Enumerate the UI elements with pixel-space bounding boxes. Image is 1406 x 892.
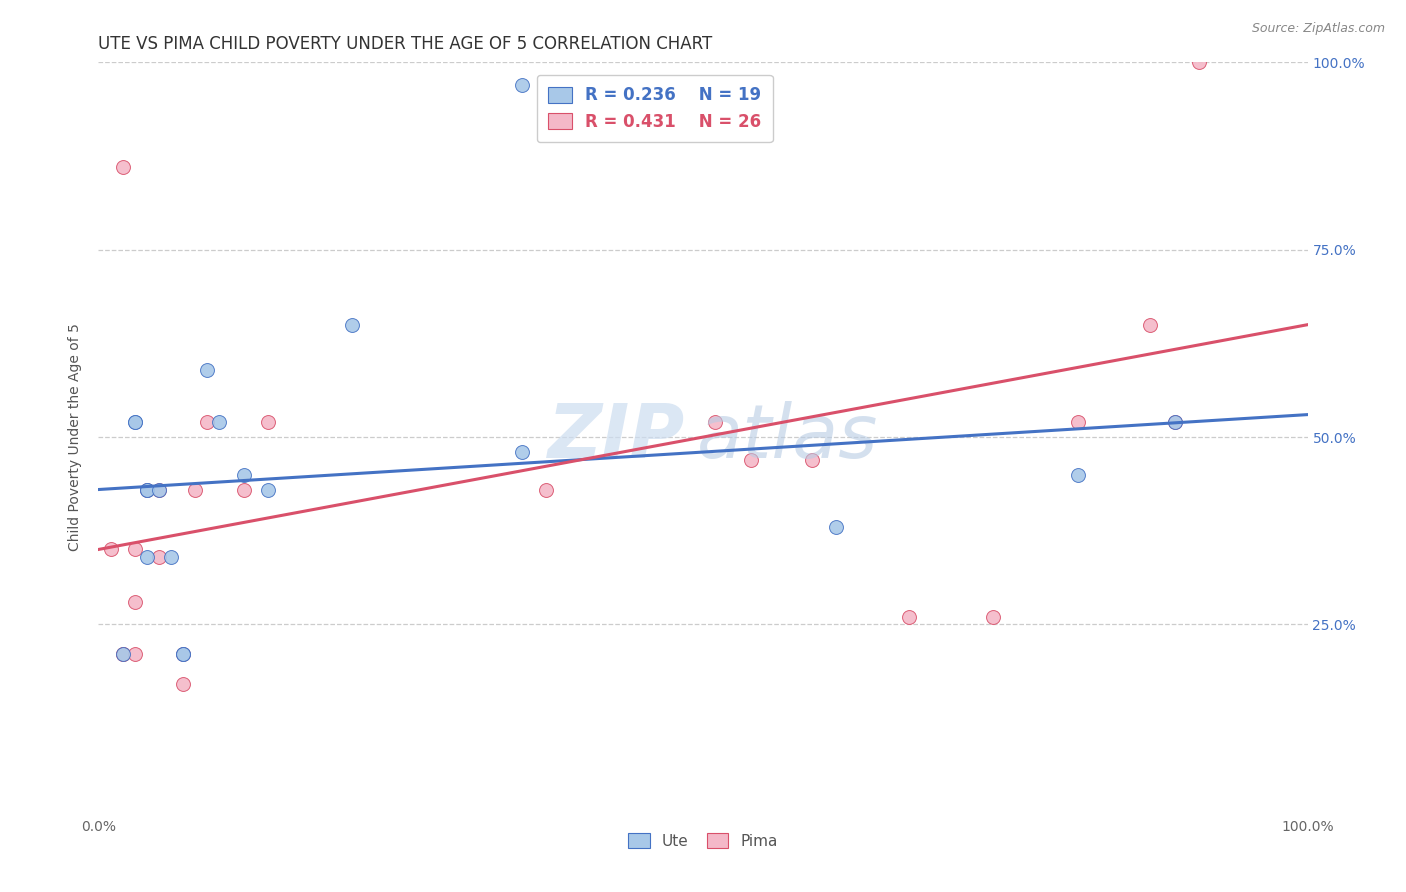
Point [1188, 55, 1211, 70]
Point [124, 415, 146, 429]
Point [135, 483, 157, 497]
Point [800, 452, 823, 467]
Point [208, 415, 231, 429]
Point [825, 520, 848, 534]
Point [534, 483, 557, 497]
Point [1139, 318, 1161, 332]
Text: UTE VS PIMA CHILD POVERTY UNDER THE AGE OF 5 CORRELATION CHART: UTE VS PIMA CHILD POVERTY UNDER THE AGE … [98, 35, 713, 53]
Point [172, 677, 194, 691]
Point [124, 648, 146, 662]
Y-axis label: Child Poverty Under the Age of 5: Child Poverty Under the Age of 5 [69, 323, 83, 551]
Legend: Ute, Pima: Ute, Pima [620, 826, 786, 856]
Point [148, 483, 170, 497]
Point [897, 610, 920, 624]
Point [100, 542, 122, 557]
Point [148, 549, 170, 564]
Point [124, 415, 146, 429]
Point [195, 362, 218, 376]
Point [111, 648, 134, 662]
Text: atlas: atlas [697, 401, 879, 473]
Point [1067, 467, 1090, 482]
Point [172, 648, 194, 662]
Point [184, 483, 207, 497]
Point [111, 161, 134, 175]
Point [981, 610, 1004, 624]
Point [172, 648, 194, 662]
Point [111, 648, 134, 662]
Point [510, 78, 533, 92]
Point [195, 415, 218, 429]
Text: Source: ZipAtlas.com: Source: ZipAtlas.com [1251, 22, 1385, 36]
Point [160, 549, 183, 564]
Point [172, 648, 194, 662]
Point [510, 445, 533, 459]
Point [135, 483, 157, 497]
Point [111, 648, 134, 662]
Point [124, 542, 146, 557]
Point [256, 415, 278, 429]
Point [135, 483, 157, 497]
Point [232, 467, 254, 482]
Point [135, 549, 157, 564]
Point [256, 483, 278, 497]
Point [124, 595, 146, 609]
Point [740, 452, 762, 467]
Text: ZIP: ZIP [547, 401, 685, 474]
Point [1163, 415, 1185, 429]
Point [704, 415, 727, 429]
Point [1067, 415, 1090, 429]
Point [342, 318, 364, 332]
Point [1163, 415, 1185, 429]
Point [148, 483, 170, 497]
Point [232, 483, 254, 497]
